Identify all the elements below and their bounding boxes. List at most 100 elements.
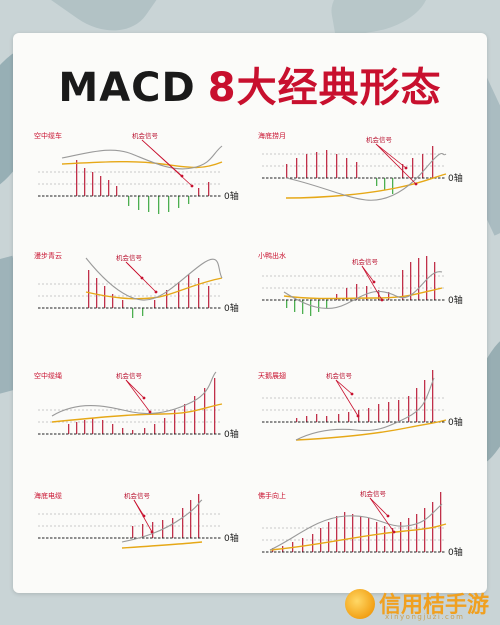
- histogram-bar: [408, 518, 410, 552]
- dea-line: [51, 403, 223, 423]
- title-sub: 8大经典形态: [207, 65, 442, 111]
- histogram-bar: [104, 286, 106, 308]
- pattern-illustration: 空中缆绳 机会信号 0轴: [34, 371, 239, 440]
- pattern-panel: 空中缆车 机会信号 0轴: [32, 128, 244, 232]
- histogram-bar: [336, 154, 338, 178]
- histogram-bar: [76, 422, 78, 434]
- pattern-name: 海底捞月: [258, 131, 286, 140]
- dea-line: [295, 419, 447, 441]
- arrow-head: [392, 530, 396, 534]
- histogram-bar: [400, 522, 402, 552]
- signal-arrow: [133, 499, 153, 533]
- dif-line: [285, 152, 447, 201]
- dif-line: [85, 257, 223, 301]
- arrow-head: [142, 396, 146, 400]
- arrow-head: [386, 514, 390, 518]
- histogram-bar: [408, 396, 410, 422]
- histogram-bar: [426, 256, 428, 300]
- pattern-name: 海底电缆: [34, 491, 62, 500]
- histogram-bar: [384, 178, 386, 190]
- signal-label: 机会信号: [124, 491, 151, 500]
- histogram-bar: [286, 164, 288, 178]
- pattern-name: 空中缆车: [34, 131, 62, 140]
- arrow-head: [372, 280, 376, 284]
- signal-label: 机会信号: [116, 371, 143, 380]
- pattern-panel: 海底捞月 机会信号 0轴: [256, 128, 468, 232]
- histogram-bar: [166, 290, 168, 308]
- histogram-bar: [424, 508, 426, 552]
- histogram-bar: [336, 516, 338, 552]
- histogram-bar: [102, 420, 104, 434]
- histogram-bar: [412, 158, 414, 178]
- pattern-panel: 天鹅展翅 机会信号 0轴: [256, 368, 468, 472]
- dif-line: [283, 271, 443, 309]
- zero-axis-label: 0轴: [224, 428, 239, 440]
- zero-axis-label: 0轴: [448, 294, 463, 306]
- histogram-bar: [198, 188, 200, 196]
- histogram-bar: [434, 262, 436, 300]
- signal-arrow: [361, 265, 383, 301]
- histogram-bar: [312, 534, 314, 552]
- pattern-name: 佛手向上: [258, 491, 286, 500]
- pattern-name: 天鹅展翅: [258, 371, 286, 380]
- arrow-head: [350, 392, 354, 396]
- histogram-bar: [198, 494, 200, 538]
- signal-arrow: [375, 143, 417, 185]
- arrow-head: [150, 530, 154, 534]
- histogram-bar: [378, 404, 380, 422]
- histogram-bar: [320, 528, 322, 552]
- histogram-bar: [84, 420, 86, 434]
- histogram-bar: [346, 288, 348, 300]
- histogram-bar: [142, 524, 144, 538]
- title-main: MACD: [58, 65, 196, 111]
- signal-label: 机会信号: [352, 257, 379, 266]
- signal-arrow: [375, 143, 407, 169]
- histogram-bar: [194, 396, 196, 434]
- histogram-bar: [148, 196, 150, 212]
- histogram-bar: [326, 150, 328, 178]
- signal-arrow: [125, 379, 145, 399]
- histogram-bar: [132, 430, 134, 434]
- histogram-bar: [416, 514, 418, 552]
- histogram-bar: [142, 308, 144, 316]
- watermark-url: xinyongjuzi.com: [385, 613, 465, 621]
- histogram-bar: [190, 500, 192, 538]
- histogram-bar: [368, 408, 370, 422]
- dea-line: [85, 277, 223, 300]
- histogram-bar: [376, 178, 378, 186]
- histogram-bar: [184, 404, 186, 434]
- signal-arrow: [125, 379, 151, 413]
- arrow-head: [404, 166, 408, 170]
- histogram-bar: [188, 274, 190, 308]
- histogram-bar: [356, 162, 358, 178]
- zero-axis-label: 0轴: [448, 172, 463, 184]
- arrow-head: [356, 414, 360, 418]
- histogram-bar: [84, 168, 86, 196]
- page-title: MACD 8大经典形态: [13, 55, 487, 113]
- histogram-bar: [392, 528, 394, 552]
- histogram-bar: [178, 282, 180, 308]
- histogram-bar: [128, 196, 130, 206]
- dea-line: [121, 541, 203, 549]
- histogram-bar: [158, 196, 160, 214]
- histogram-bar: [76, 160, 78, 196]
- dif-line: [295, 377, 435, 441]
- histogram-bar: [392, 178, 394, 194]
- histogram-bar: [122, 300, 124, 308]
- arrow-head: [154, 290, 158, 294]
- orange-logo-icon: [345, 589, 375, 619]
- dif-line: [61, 145, 223, 170]
- content-card: MACD 8大经典形态: [13, 33, 487, 593]
- histogram-bar: [100, 176, 102, 196]
- arrow-head: [380, 298, 384, 302]
- histogram-bar: [346, 158, 348, 178]
- histogram-bar: [178, 196, 180, 208]
- histogram-bar: [440, 492, 442, 552]
- signal-arrow: [335, 379, 353, 395]
- histogram-bar: [344, 512, 346, 552]
- histogram-bar: [348, 412, 350, 422]
- histogram-bar: [294, 300, 296, 312]
- histogram-bar: [316, 414, 318, 422]
- signal-label: 机会信号: [326, 371, 353, 380]
- pattern-name: 漫步青云: [34, 251, 62, 260]
